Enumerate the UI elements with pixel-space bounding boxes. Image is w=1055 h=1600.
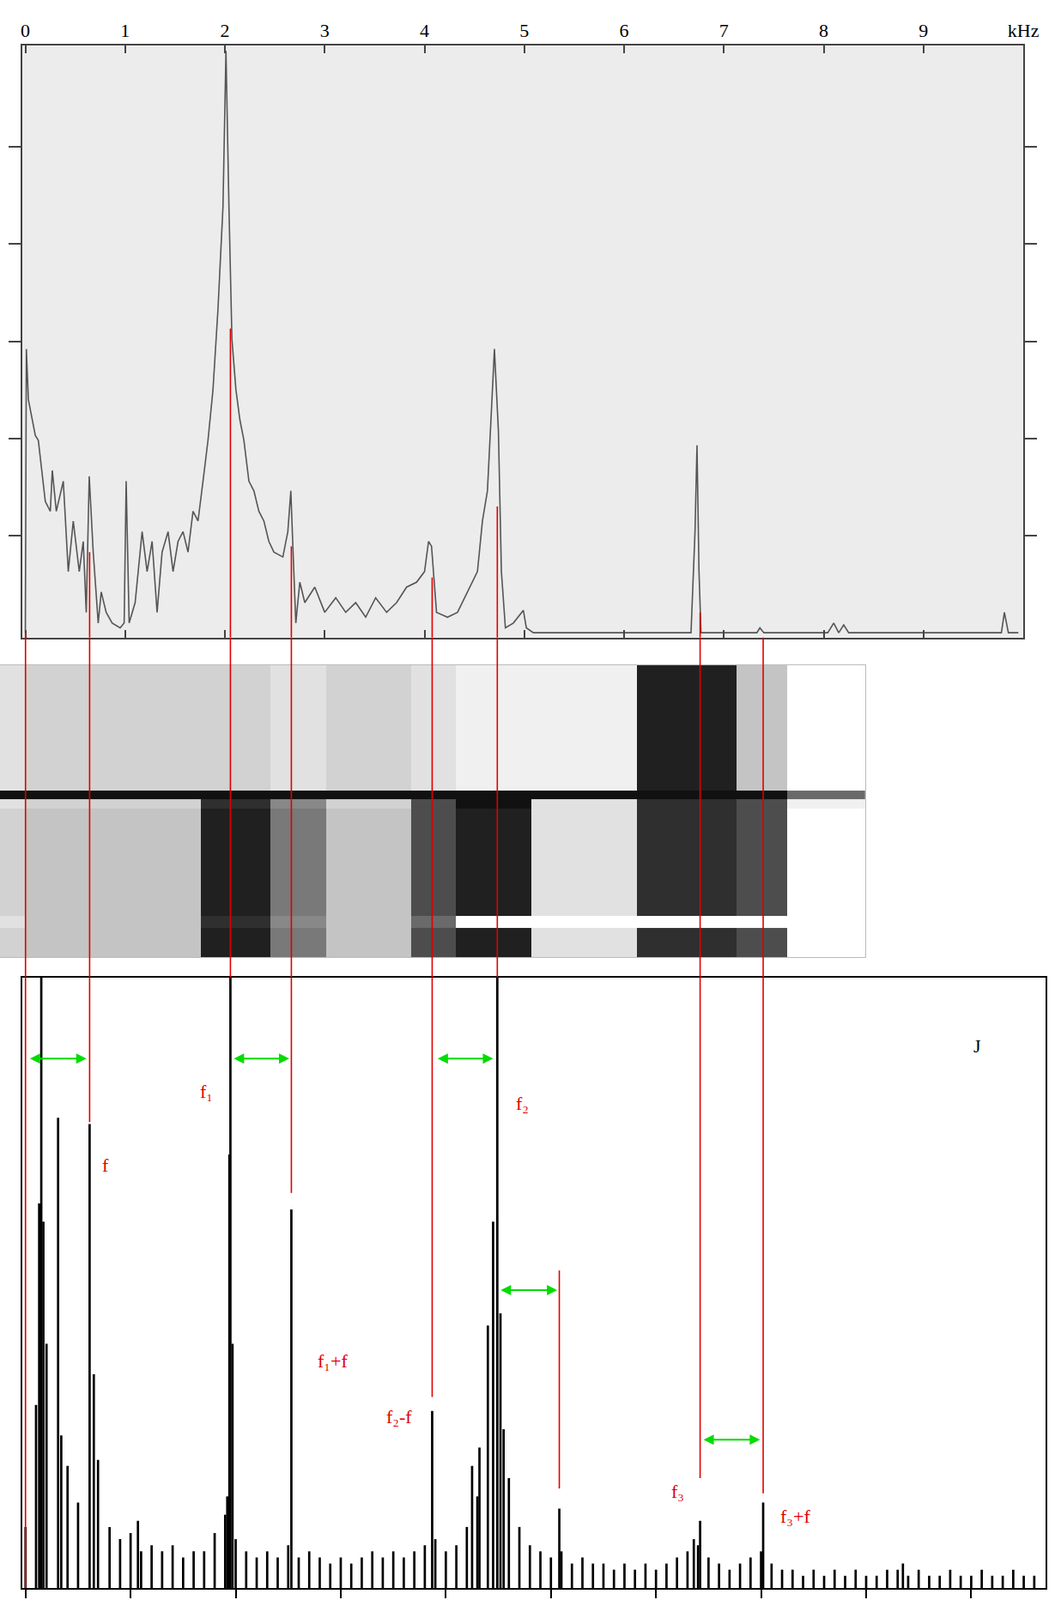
svg-text:J: J xyxy=(973,1035,982,1057)
svg-text:f: f xyxy=(102,1154,110,1177)
svg-text:0: 0 xyxy=(20,19,31,42)
svg-text:2: 2 xyxy=(220,19,231,42)
svg-text:f₂-f: f₂-f xyxy=(386,1406,413,1428)
svg-text:f₁: f₁ xyxy=(200,1080,213,1103)
svg-text:f₂: f₂ xyxy=(515,1092,529,1115)
svg-text:f₃+f: f₃+f xyxy=(780,1505,811,1528)
svg-text:8: 8 xyxy=(818,19,829,42)
svg-text:5: 5 xyxy=(519,19,529,42)
svg-text:f₃: f₃ xyxy=(671,1480,685,1503)
svg-text:6: 6 xyxy=(619,19,630,42)
svg-text:9: 9 xyxy=(918,19,928,42)
svg-text:7: 7 xyxy=(719,19,729,42)
svg-text:kHz: kHz xyxy=(1007,19,1040,42)
svg-text:1: 1 xyxy=(120,19,130,42)
svg-text:f₁+f: f₁+f xyxy=(317,1350,348,1372)
svg-text:4: 4 xyxy=(419,19,430,42)
svg-text:3: 3 xyxy=(320,19,330,42)
